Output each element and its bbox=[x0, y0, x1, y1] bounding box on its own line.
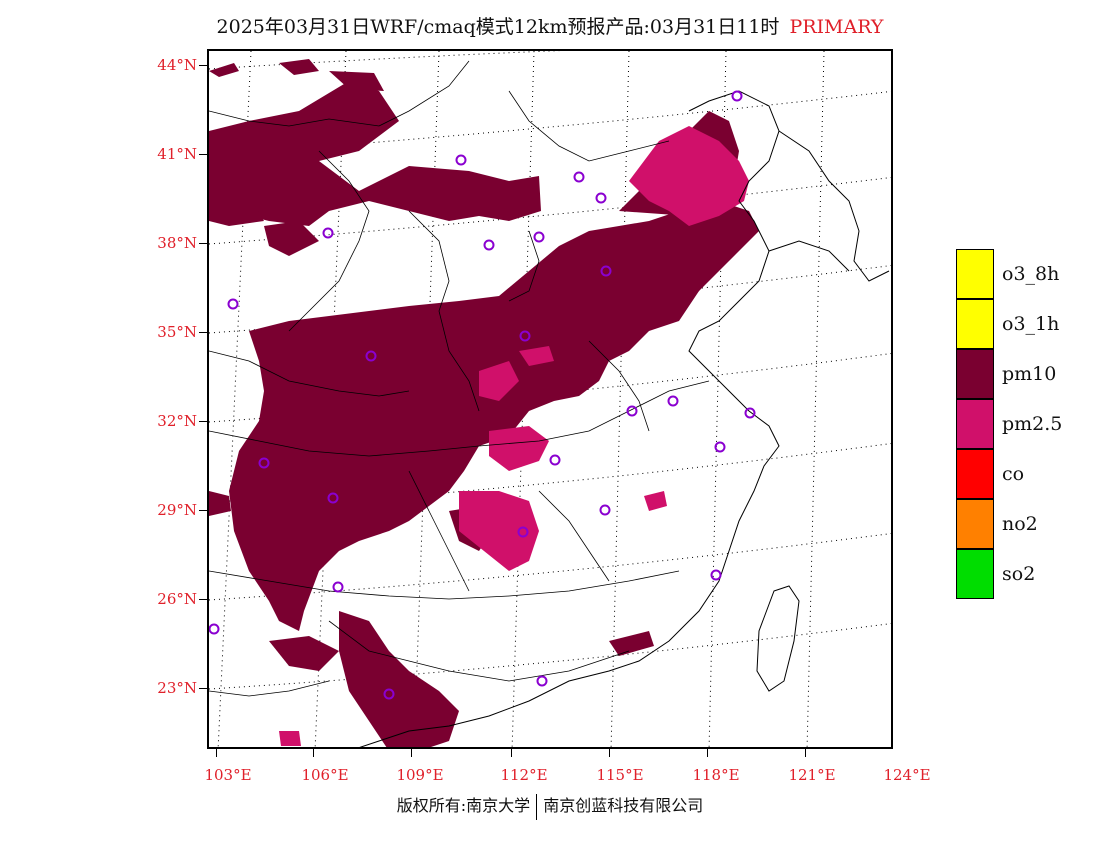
legend-swatch bbox=[956, 499, 994, 549]
lat-label-38: 38°N bbox=[157, 234, 197, 252]
legend-swatch bbox=[956, 449, 994, 499]
lon-tick bbox=[313, 749, 314, 757]
lat-label-26: 26°N bbox=[157, 590, 197, 608]
legend-label: so2 bbox=[1002, 563, 1036, 585]
legend-label: o3_1h bbox=[1002, 313, 1060, 335]
lon-label-109: 109°E bbox=[396, 766, 444, 784]
lat-tick bbox=[199, 510, 207, 511]
map-title: 2025年03月31日WRF/cmaq模式12km预报产品:03月31日11时 P… bbox=[0, 12, 1100, 39]
legend-swatch bbox=[956, 299, 994, 349]
legend-label: co bbox=[1002, 463, 1025, 485]
lon-label-121: 121°E bbox=[788, 766, 836, 784]
lat-tick bbox=[199, 688, 207, 689]
lat-label-44: 44°N bbox=[157, 56, 197, 74]
legend-swatch bbox=[956, 399, 994, 449]
lat-label-41: 41°N bbox=[157, 145, 197, 163]
lon-label-112: 112°E bbox=[500, 766, 548, 784]
lon-tick bbox=[216, 749, 217, 757]
lat-tick bbox=[199, 243, 207, 244]
province-boundaries bbox=[209, 60, 710, 697]
lat-tick bbox=[199, 599, 207, 600]
lon-tick bbox=[511, 749, 512, 757]
lat-label-29: 29°N bbox=[157, 501, 197, 519]
title-primary-tag: PRIMARY bbox=[789, 16, 884, 38]
title-main: 2025年03月31日WRF/cmaq模式12km预报产品:03月31日11时 bbox=[216, 16, 780, 38]
legend-label: pm2.5 bbox=[1002, 413, 1063, 435]
map-panel[interactable] bbox=[207, 49, 893, 749]
lon-label-106: 106°E bbox=[301, 766, 349, 784]
lon-tick bbox=[805, 749, 806, 757]
lat-tick bbox=[199, 65, 207, 66]
lon-label-118: 118°E bbox=[692, 766, 740, 784]
lat-label-35: 35°N bbox=[157, 323, 197, 341]
legend-swatch bbox=[956, 549, 994, 599]
coastline bbox=[359, 90, 890, 747]
lon-label-103: 103°E bbox=[204, 766, 252, 784]
legend-label: pm10 bbox=[1002, 363, 1057, 385]
copyright-right: 南京创蓝科技有限公司 bbox=[543, 796, 704, 815]
station-markers bbox=[209, 90, 756, 700]
legend-swatch bbox=[956, 349, 994, 399]
pm25-region bbox=[279, 126, 749, 746]
legend-label: no2 bbox=[1002, 513, 1038, 535]
lat-label-32: 32°N bbox=[157, 412, 197, 430]
map-canvas[interactable] bbox=[209, 51, 893, 749]
lat-tick bbox=[199, 332, 207, 333]
copyright-footer: 版权所有:南京大学 南京创蓝科技有限公司 bbox=[0, 792, 1100, 820]
lon-tick bbox=[707, 749, 708, 757]
copyright-left: 版权所有:南京大学 bbox=[396, 796, 531, 815]
lon-tick bbox=[411, 749, 412, 757]
footer-divider bbox=[536, 793, 538, 820]
lat-label-23: 23°N bbox=[157, 679, 197, 697]
legend-label: o3_8h bbox=[1002, 263, 1060, 285]
lat-tick bbox=[199, 154, 207, 155]
legend-swatch bbox=[956, 249, 994, 299]
lon-label-124: 124°E bbox=[883, 766, 931, 784]
lat-tick bbox=[199, 421, 207, 422]
lon-tick bbox=[609, 749, 610, 757]
lon-label-115: 115°E bbox=[596, 766, 644, 784]
